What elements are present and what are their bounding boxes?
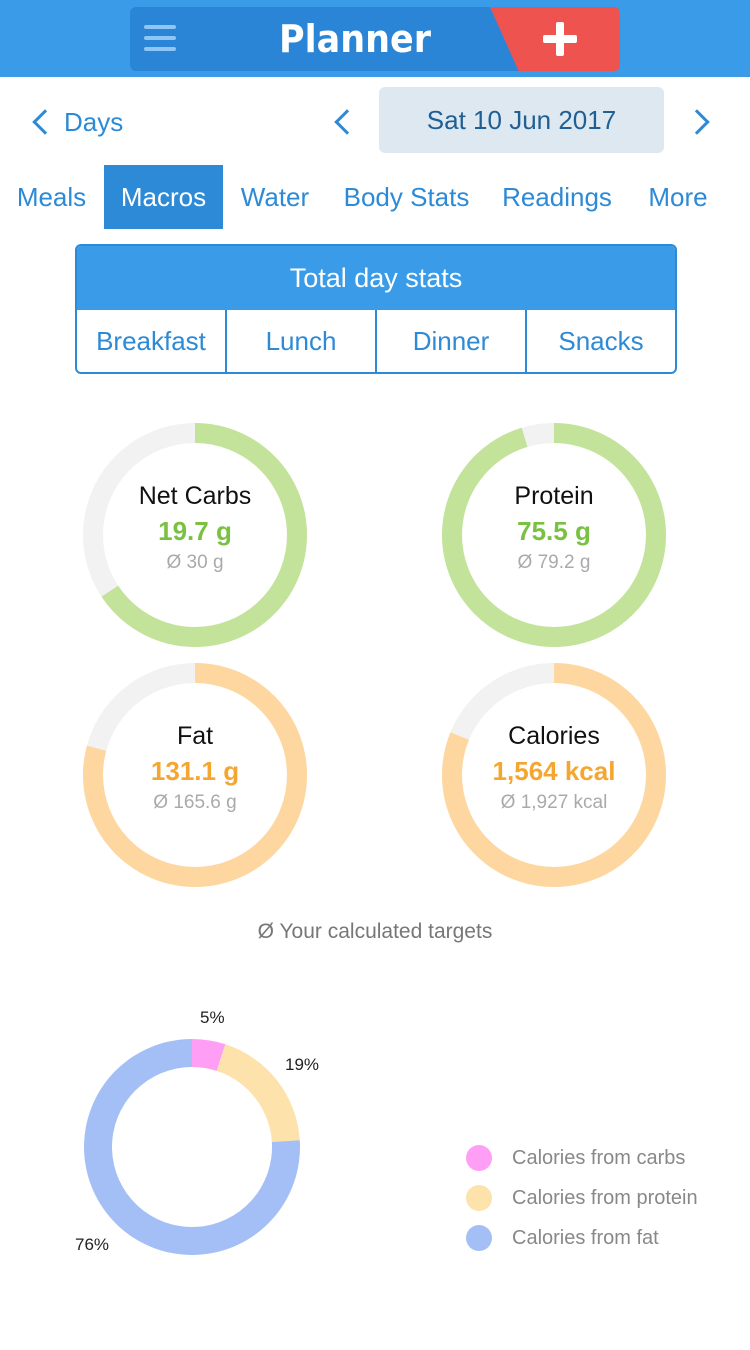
fat-ring-graphic <box>83 663 307 887</box>
legend-dot-protein <box>466 1185 492 1211</box>
calorie-split-donut <box>83 1039 300 1255</box>
top-bar: Planner <box>0 0 750 77</box>
add-button[interactable] <box>490 7 620 71</box>
fat-label: Fat <box>176 722 214 750</box>
title-pill: Planner <box>130 7 620 71</box>
fat-value: 131.1 g <box>150 756 240 786</box>
protein-value: 75.5 g <box>517 516 591 546</box>
calories-value: 1,564 kcal <box>492 756 616 786</box>
legend-item-protein: Calories from protein <box>466 1178 698 1218</box>
pct-label-protein: 19% <box>285 1055 320 1074</box>
tab-macros[interactable]: Macros <box>104 165 223 229</box>
legend-label-fat: Calories from fat <box>512 1226 659 1249</box>
net-carbs-ring: Net Carbs 19.7 g Ø 30 g <box>80 420 310 650</box>
net-carbs-target: Ø 30 g <box>166 552 224 573</box>
pct-label-carbs: 5% <box>200 1008 225 1027</box>
protein-ring: Protein 75.5 g Ø 79.2 g <box>439 420 669 650</box>
calories-ring-graphic <box>442 663 666 887</box>
chevron-left-icon <box>334 109 360 135</box>
tab-bar: Meals Macros Water Body Stats Readings M… <box>0 165 750 229</box>
legend-item-carbs: Calories from carbs <box>466 1138 698 1178</box>
segment-meals-row: Breakfast Lunch Dinner Snacks <box>77 310 675 372</box>
calories-label: Calories <box>508 722 600 750</box>
tab-readings[interactable]: Readings <box>502 182 612 212</box>
legend-item-fat: Calories from fat <box>466 1218 698 1258</box>
tab-body-stats[interactable]: Body Stats <box>343 182 470 212</box>
protein-target: Ø 79.2 g <box>517 552 591 573</box>
segment-breakfast[interactable]: Breakfast <box>96 326 206 356</box>
chart-legend: Calories from carbs Calories from protei… <box>466 1138 698 1258</box>
segment-total-day-stats[interactable]: Total day stats <box>77 246 675 310</box>
calorie-split-chart: 5% 19% 76% <box>70 1000 370 1290</box>
protein-ring-graphic <box>442 423 666 647</box>
segment-dinner[interactable]: Dinner <box>375 310 525 372</box>
legend-dot-carbs <box>466 1145 492 1171</box>
meal-segment-control: Total day stats Breakfast Lunch Dinner S… <box>75 244 677 374</box>
legend-label-protein: Calories from protein <box>512 1186 698 1209</box>
date-selector[interactable]: Sat 10 Jun 2017 <box>379 87 664 153</box>
fat-ring: Fat 131.1 g Ø 165.6 g <box>80 660 310 890</box>
legend-dot-fat <box>466 1225 492 1251</box>
fat-target: Ø 165.6 g <box>153 792 237 813</box>
net-carbs-value: 19.7 g <box>158 516 232 546</box>
protein-label: Protein <box>514 482 594 510</box>
plus-icon-vertical <box>556 22 564 56</box>
donut-slice-carbs <box>192 1039 226 1071</box>
tab-more[interactable]: More <box>648 182 708 212</box>
net-carbs-ring-graphic <box>83 423 307 647</box>
tab-meals[interactable]: Meals <box>16 182 87 212</box>
calculated-targets-note: Ø Your calculated targets <box>257 920 493 943</box>
chevron-left-icon <box>32 109 58 135</box>
days-label: Days <box>64 106 124 137</box>
days-back-link[interactable]: Days <box>30 100 123 144</box>
legend-label-carbs: Calories from carbs <box>512 1146 686 1169</box>
pct-label-fat: 76% <box>75 1235 110 1254</box>
segment-lunch[interactable]: Lunch <box>225 310 375 372</box>
chevron-right-icon <box>684 109 710 135</box>
net-carbs-label: Net Carbs <box>138 482 252 510</box>
calories-target: Ø 1,927 kcal <box>500 792 608 813</box>
donut-slice-protein <box>216 1044 300 1142</box>
next-day-button[interactable] <box>682 106 712 138</box>
hamburger-menu-icon[interactable] <box>142 21 178 57</box>
segment-snacks[interactable]: Snacks <box>525 310 675 372</box>
tab-water[interactable]: Water <box>240 182 310 212</box>
calories-ring: Calories 1,564 kcal Ø 1,927 kcal <box>439 660 669 890</box>
previous-day-button[interactable] <box>332 106 362 138</box>
app-title: Planner <box>279 17 431 61</box>
